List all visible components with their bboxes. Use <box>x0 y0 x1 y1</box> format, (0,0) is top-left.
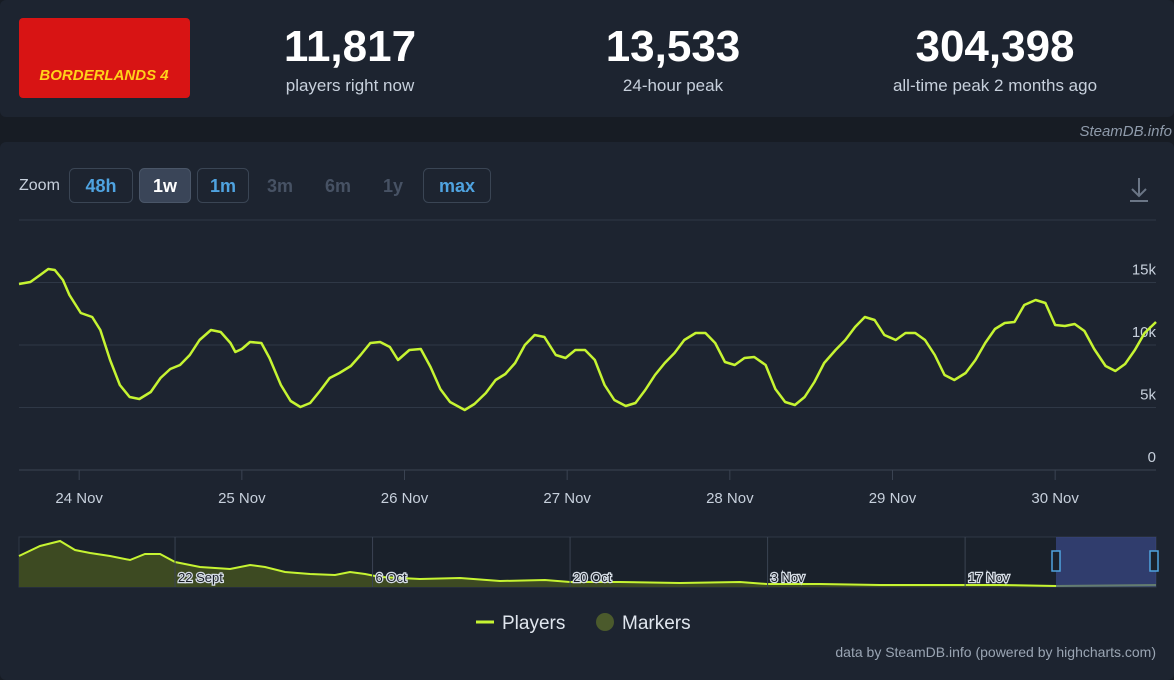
zoom-button[interactable] <box>423 168 491 203</box>
stats-panel <box>0 0 1174 117</box>
x-tick-label: 26 Nov <box>381 490 429 507</box>
x-tick-label: 27 Nov <box>543 490 591 507</box>
navigator-tick-label: 20 Oct <box>573 570 612 585</box>
zoom-button-label[interactable]: max <box>439 176 475 196</box>
zoom-button[interactable] <box>69 168 133 203</box>
zoom-button[interactable] <box>139 168 191 203</box>
legend-label[interactable]: Players <box>502 613 565 634</box>
zoom-label: Zoom <box>19 177 60 194</box>
zoom-button-label: 6m <box>325 176 351 196</box>
source: SteamDB.info <box>1079 123 1172 140</box>
navigator-line <box>18 539 1157 588</box>
navigator-handle[interactable] <box>1149 550 1159 572</box>
navigator-area <box>19 541 1156 587</box>
x-tick-label: 29 Nov <box>869 490 917 507</box>
logo-text: BORDERLANDS 4 <box>39 67 169 84</box>
stat-value: 304,398 <box>915 22 1074 71</box>
legend-symbol[interactable] <box>596 613 614 631</box>
navigator-tick-label: 17 Nov <box>968 570 1010 585</box>
stat-value: 11,817 <box>284 22 416 71</box>
stat-label: all-time peak 2 months ago <box>893 76 1097 95</box>
zoom-button-label[interactable]: 1m <box>210 176 236 196</box>
zoom-button-label: 1y <box>383 176 403 196</box>
navigator-tick-label: 3 Nov <box>771 570 805 585</box>
y-tick-label: 5k <box>1140 387 1156 404</box>
series-line <box>18 267 1157 412</box>
navigator-tick-label: 6 Oct <box>376 570 407 585</box>
x-tick-label: 25 Nov <box>218 490 266 507</box>
x-tick-label: 28 Nov <box>706 490 754 507</box>
download-icon[interactable] <box>1130 178 1148 202</box>
y-tick-label: 15k <box>1132 262 1157 279</box>
zoom-button-label[interactable]: 1w <box>153 176 178 196</box>
game-logo <box>19 18 190 98</box>
stat-value: 13,533 <box>606 22 741 71</box>
zoom-button-label: 3m <box>267 176 293 196</box>
navigator-tick-label: 22 Sept <box>178 570 223 585</box>
x-tick-label: 24 Nov <box>55 490 103 507</box>
chart-panel <box>0 142 1174 680</box>
stat-label: 24-hour peak <box>623 76 724 95</box>
credit: data by SteamDB.info (powered by highcha… <box>835 644 1156 660</box>
x-tick-label: 30 Nov <box>1031 490 1079 507</box>
zoom-button-label[interactable]: 48h <box>85 176 116 196</box>
navigator-handle[interactable] <box>1051 550 1061 572</box>
stat-label: players right now <box>286 76 415 95</box>
y-tick-label: 0 <box>1148 449 1156 466</box>
legend-label[interactable]: Markers <box>622 613 691 634</box>
navigator-selection[interactable] <box>1056 537 1156 587</box>
zoom-button[interactable] <box>197 168 249 203</box>
